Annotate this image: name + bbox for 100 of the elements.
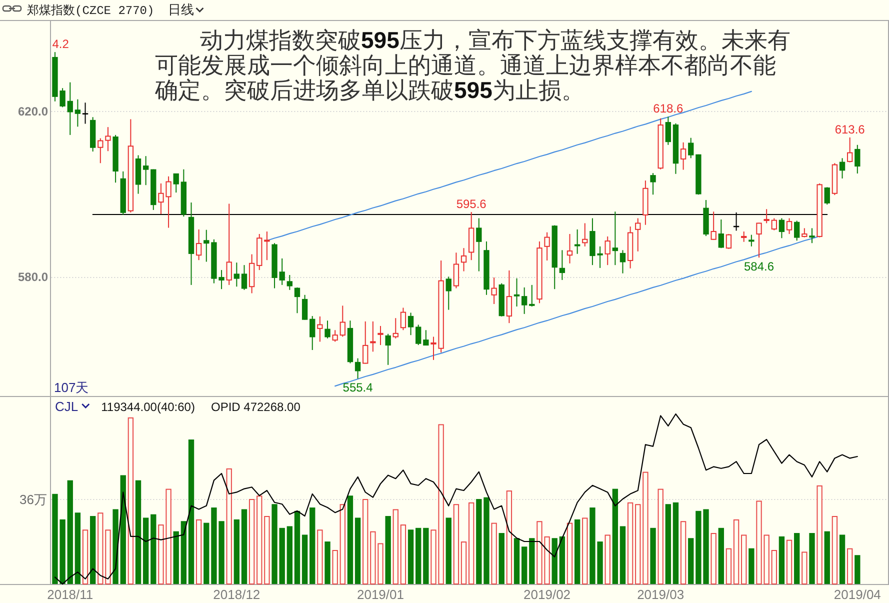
bar [627,502,634,584]
bar [566,522,573,584]
bar [332,550,338,584]
bar [491,522,497,584]
bar [710,533,716,584]
bar [135,480,142,584]
bar [635,504,641,584]
bar [294,510,300,584]
annotation: 595.6 [456,197,487,212]
y-tick-label: 620.0 [18,104,48,118]
x-tick-label: 2018/11 [47,587,94,602]
bar [392,509,398,584]
bar [112,509,118,584]
chart-title: CJL [55,399,78,414]
bar [847,548,853,584]
bar [733,519,740,584]
bar [241,509,248,584]
x-tick-label: 2019/02 [524,587,571,602]
bar [672,502,679,584]
bar [839,534,846,584]
bar [574,519,580,584]
bar [310,508,316,584]
bar [521,546,528,584]
bar [347,496,354,584]
annotation: 555.4 [342,380,374,395]
bar [302,534,308,584]
bar [204,522,210,584]
bar [809,533,815,584]
bar [604,534,610,584]
x-tick-label: 2019/03 [637,587,684,602]
chart-title: 郑煤指数(CZCE 2770) [27,4,154,18]
bar [718,528,724,584]
bar [317,530,323,584]
annotation: 4.2 [52,37,70,52]
bar [173,531,179,584]
x-tick-label: 2019/01 [357,587,404,602]
bar [226,468,232,584]
bar [142,518,149,584]
bar [688,538,694,584]
bar [498,533,504,584]
bar [105,530,111,584]
bar [559,536,566,584]
bar [196,519,202,584]
bar [408,530,414,584]
bar [854,555,860,584]
bar [582,518,588,584]
annotation: 613.6 [834,122,866,136]
y-tick-label: 580.0 [18,270,48,284]
bar [726,548,732,584]
bar [816,485,822,584]
bar [188,440,194,584]
annotation: 107天 [54,380,89,395]
bar [650,528,656,584]
bar [802,552,808,584]
bar [90,516,96,584]
bar [67,480,73,584]
x-tick-label: 2019/04 [834,587,881,602]
x-tick-label: 2018/12 [213,587,260,602]
bar [74,512,81,584]
bar [794,533,800,584]
annotation: OPID 472268.00 [210,400,301,414]
annotation: 584.6 [744,260,774,274]
bar [256,496,262,584]
bar [180,521,187,584]
bar [778,536,785,584]
bar [786,540,792,584]
bar [340,504,346,584]
annotation: 618.6 [653,102,684,116]
bar [400,524,406,584]
bar [385,516,391,584]
bar [286,526,292,584]
bar [446,518,452,584]
bar [324,542,330,584]
bar [248,499,255,584]
bar [832,516,838,584]
annotation: 动力煤指数突破595压力，宣布下方蓝线支撑有效。未来有可能发展成一个倾斜向上的通道。通道上边界样本不都尚不能确定。突破后进场多单以跌破595为止损。 [154,27,790,103]
bar [416,528,422,584]
bar [150,514,156,584]
bar [423,528,429,584]
bar [354,518,361,584]
bar [484,497,490,584]
bar [506,490,512,584]
bar [824,531,830,584]
bar [741,534,747,584]
bar [665,504,671,584]
bar [98,512,104,584]
chart-subtitle: 日线 [168,2,194,17]
bar [128,417,134,584]
bar [612,488,618,584]
bar [453,504,460,584]
bar [680,521,686,584]
bar [620,526,626,584]
bar [234,519,240,584]
bar [771,550,777,584]
bar [82,530,88,584]
bar [642,472,648,584]
bar [552,538,558,584]
bar [120,475,126,584]
bar [514,538,520,584]
bar [264,516,270,584]
